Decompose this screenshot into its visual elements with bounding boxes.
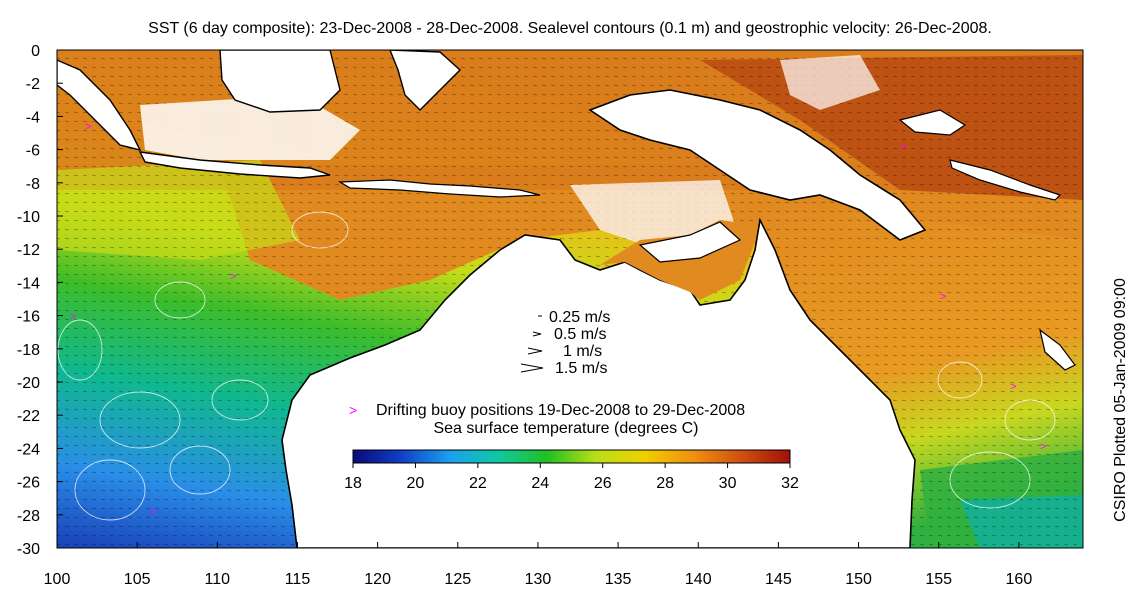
x-tick-label: 110 — [205, 571, 231, 588]
new-britain — [898, 109, 967, 136]
velocity-legend-4: 1.5 m/s — [555, 360, 607, 377]
solomon-islands — [949, 159, 1062, 201]
x-tick-label: 125 — [444, 571, 471, 588]
sumatra-landmass — [57, 59, 142, 152]
y-tick-label: 0 — [31, 43, 40, 60]
svg-text:>: > — [900, 141, 906, 153]
y-tick-label: -24 — [17, 441, 40, 458]
x-tick-label: 130 — [525, 571, 552, 588]
y-axis: 0 -2 -4 -6 -8 -10 -12 -14 -16 -18 -20 -22 -24 -26 -28 -… — [17, 43, 63, 558]
colorbar-label: Sea surface temperature (degrees C) — [433, 420, 698, 437]
borneo-landmass — [219, 50, 341, 113]
colorbar-tick-label: 28 — [656, 475, 674, 492]
y-tick-label: -18 — [17, 342, 40, 359]
velocity-legend-1: 0.25 m/s — [549, 309, 610, 326]
y-tick-label: -8 — [26, 176, 40, 193]
svg-text:>: > — [70, 311, 76, 323]
y-tick-label: -30 — [17, 541, 40, 558]
velocity-arrow-4: 1.5 m/s — [520, 360, 607, 377]
buoy-legend-marker: > — [349, 402, 357, 418]
velocity-legend-2: 0.5 m/s — [554, 326, 606, 343]
map-title: SST (6 day composite): 23-Dec-2008 - 28-… — [148, 20, 992, 37]
colorbar-tick-label: 26 — [594, 475, 612, 492]
y-tick-label: -16 — [17, 309, 40, 326]
y-tick-label: -2 — [26, 76, 40, 93]
colorbar-tick-label: 24 — [531, 475, 549, 492]
y-tick-label: -4 — [26, 109, 40, 126]
x-tick-label: 120 — [364, 571, 391, 588]
x-tick-label: 155 — [925, 571, 952, 588]
colorbar-tick-label: 20 — [407, 475, 425, 492]
java-landmass — [138, 151, 331, 179]
buoy-legend-text: Drifting buoy positions 19-Dec-2008 to 2… — [376, 402, 745, 419]
new-guinea-landmass — [588, 89, 927, 241]
sulawesi-landmass — [389, 50, 462, 111]
x-tick-label: 115 — [285, 571, 311, 588]
y-tick-label: -10 — [17, 209, 40, 226]
svg-text:>: > — [230, 271, 236, 283]
velocity-arrow-3: 1 m/s — [527, 343, 602, 360]
y-tick-label: -12 — [17, 242, 40, 259]
svg-text:>: > — [940, 291, 946, 303]
sealevel-contours — [57, 211, 1056, 521]
colorbar-tick-label: 30 — [719, 475, 737, 492]
plot-frame — [56, 49, 1084, 549]
colorbar-ticks: 18 20 22 24 26 28 30 32 — [344, 463, 799, 492]
svg-text:>: > — [1010, 381, 1016, 393]
y-tick-label: -14 — [17, 275, 40, 292]
y-tick-label: -26 — [17, 475, 40, 492]
drifting-buoy-markers: > > > > > > > > — [70, 121, 1046, 518]
velocity-legend: 0.25 m/s 0.5 m/s 1 m/s 1.5 m/s — [520, 309, 610, 377]
colorbar-tick-label: 32 — [781, 475, 799, 492]
x-tick-label: 140 — [685, 571, 712, 588]
australia-landmass — [281, 217, 916, 548]
x-tick-label: 150 — [845, 571, 872, 588]
velocity-arrow-1: 0.25 m/s — [538, 309, 610, 326]
colorbar — [352, 449, 791, 464]
velocity-legend-3: 1 m/s — [563, 343, 602, 360]
svg-text:>: > — [85, 121, 91, 133]
y-tick-label: -28 — [17, 508, 40, 525]
map-body: > > > > > > > > — [57, 50, 1083, 548]
x-tick-label: 105 — [124, 571, 151, 588]
lesser-sunda-islands — [337, 179, 541, 198]
y-tick-label: -6 — [26, 143, 40, 160]
y-tick-label: -20 — [17, 375, 40, 392]
x-axis: 100 105 110 115 120 125 130 135 140 145 150 155 160 — [44, 542, 1033, 588]
x-tick-label: 135 — [605, 571, 632, 588]
x-tick-label: 100 — [44, 571, 71, 588]
colorbar-tick-label: 22 — [469, 475, 487, 492]
x-tick-label: 145 — [765, 571, 792, 588]
svg-text:>: > — [1040, 441, 1046, 453]
x-tick-label: 160 — [1006, 571, 1033, 588]
colorbar-tick-label: 18 — [344, 475, 362, 492]
y-tick-label: -22 — [17, 408, 40, 425]
new-caledonia — [1039, 328, 1076, 371]
velocity-arrow-2: 0.5 m/s — [532, 326, 606, 343]
svg-text:>: > — [150, 506, 156, 518]
